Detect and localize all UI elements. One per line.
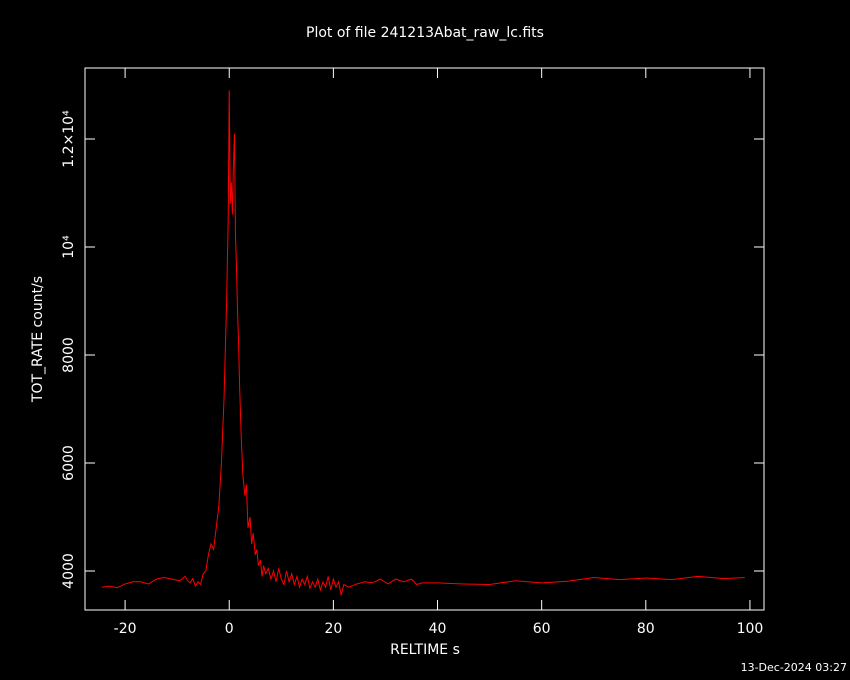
y-tick-label: 1.2×10⁴: [61, 110, 77, 168]
x-tick-label: 60: [533, 621, 551, 637]
timestamp: 13-Dec-2024 03:27: [741, 661, 847, 674]
x-tick-label: 80: [637, 621, 655, 637]
y-tick-label: 4000: [61, 553, 77, 589]
light-curve: [101, 90, 745, 596]
y-axis-label: TOT_RATE count/s: [30, 276, 46, 403]
x-tick-label: 40: [429, 621, 447, 637]
x-axis-label: RELTIME s: [390, 642, 460, 658]
x-tick-label: 0: [225, 621, 234, 637]
y-tick-label: 6000: [61, 445, 77, 481]
plot-frame: [84, 67, 765, 611]
x-tick-label: -20: [114, 621, 137, 637]
x-tick-label: 100: [737, 621, 764, 637]
y-tick-label: 8000: [61, 337, 77, 373]
y-tick-label: 10⁴: [61, 235, 77, 259]
chart-title: Plot of file 241213Abat_raw_lc.fits: [306, 25, 544, 41]
x-tick-label: 20: [324, 621, 342, 637]
